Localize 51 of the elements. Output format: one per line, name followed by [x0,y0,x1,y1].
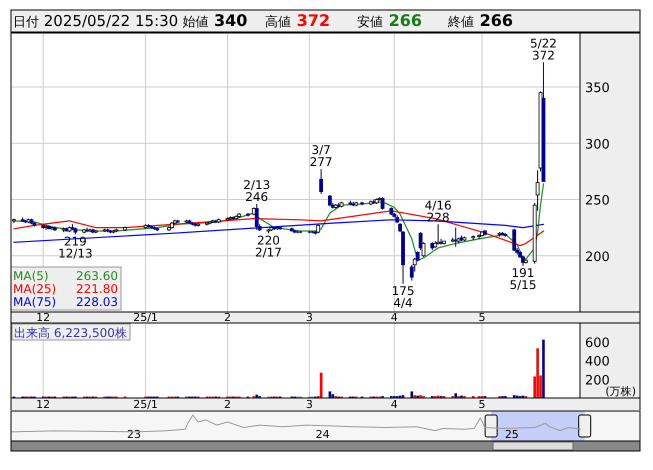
annotation: 5/22 372 [530,36,557,62]
candlestick [422,242,426,258]
candlestick [416,250,420,262]
x-tick-label: 23 [127,428,142,441]
x-tick-label: 3 [306,311,313,324]
x-tick-label: 5 [478,311,486,324]
x-tick-label: 4 [390,311,398,324]
candlestick [254,204,259,230]
x-tick-label: 2 [224,311,231,324]
x-tick-label: 25 [504,428,519,441]
bar [536,348,539,398]
x-tick-label: 25/1 [133,398,158,411]
annotation: 3/7 277 [310,143,333,170]
x-tick-label: 12 [36,398,50,411]
chart-title: 出来高 6,223,500株 [14,326,127,340]
annotation: 175 4/4 [392,284,414,310]
bar [542,340,545,398]
candlestick [418,232,422,251]
annotation: 2/13 246 [243,178,270,204]
x-tick-label: 5 [478,398,486,411]
bar [320,372,322,398]
text: MA(5) [13,269,49,283]
annotation: 221.80 [76,282,118,296]
text: MA(75) [13,295,56,309]
x-tick-label: 25/1 [133,311,158,324]
candlestick [328,194,332,207]
x-tick-label: 4 [390,398,398,411]
annotation: 263.60 [76,269,118,283]
candlestick [319,168,324,194]
y-tick-label: 300 [585,137,610,152]
y-tick-label: 600 [585,336,610,351]
y-tick-label: 250 [585,194,610,208]
y-axis-title: (万株) [605,385,636,398]
x-tick-label: 3 [306,398,313,411]
candlestick [412,258,417,272]
x-tick-label: 24 [316,428,330,441]
x-tick-label: 12 [36,311,50,324]
y-tick-label: 200 [585,250,610,265]
text: MA(25) [13,282,56,296]
candlestick [410,264,414,281]
candlestick [380,196,384,210]
bar [402,395,404,398]
y-tick-label: 350 [585,81,610,96]
candlestick [521,255,525,266]
y-tick-label: 400 [585,354,610,370]
candlestick [512,228,516,252]
annotation: 191 5/15 [510,266,536,292]
chart-title: 日付 2025/05/22 15:30 始値 340 高値 372 安値 266 終値 266 [13,11,513,30]
annotation: 220 2/17 [254,233,282,260]
x-tick-label: 2 [224,398,231,411]
annotation: 228.03 [76,295,118,309]
